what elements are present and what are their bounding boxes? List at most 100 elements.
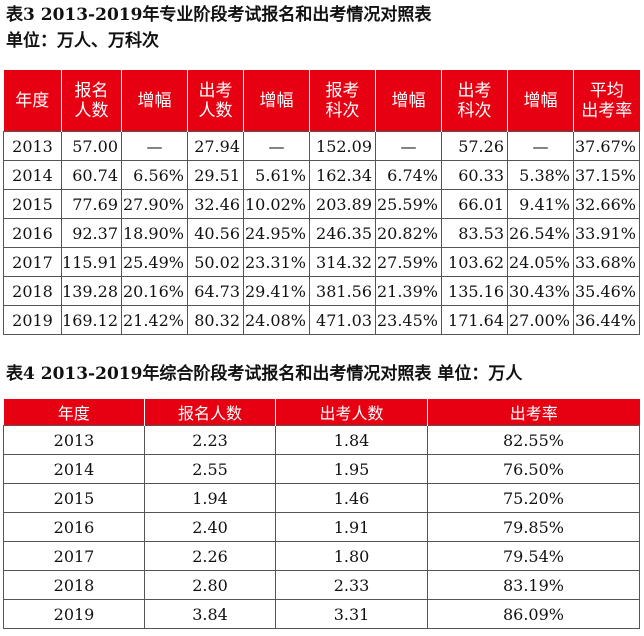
- table3-caption: 表3 2013-2019年专业阶段考试报名和出考情况对照表: [6, 5, 432, 25]
- table-cell: 27.00%: [507, 305, 574, 335]
- table3-header-text: 人数: [74, 100, 109, 121]
- table-cell: 40.56: [187, 218, 244, 248]
- table-row: 2014 60.74 6.56% 29.51 5.61% 162.34 6.74% 60.33…: [3, 160, 640, 190]
- table-cell: 1.95: [275, 454, 428, 484]
- table-cell: 1.91: [275, 512, 428, 542]
- table3-header-text: 人数: [198, 100, 233, 121]
- table-cell: 32.66%: [573, 189, 640, 219]
- table-cell: 3.84: [144, 599, 276, 629]
- table-cell: 2.26: [144, 541, 276, 571]
- table-cell: 20.16%: [121, 276, 188, 306]
- table3-header-text: 科次: [457, 100, 492, 121]
- table-cell: 3.31: [275, 599, 428, 629]
- table-cell: 82.55%: [427, 425, 640, 455]
- table-cell: 1.94: [144, 483, 276, 513]
- table3-header-cell: 报名 人数: [61, 70, 122, 132]
- table-cell: 1.46: [275, 483, 428, 513]
- table-cell: 2015: [3, 483, 145, 513]
- table-cell: 203.89: [309, 189, 376, 219]
- table-cell: 60.74: [61, 160, 122, 190]
- table-cell: 37.67%: [573, 131, 640, 161]
- table-cell: 57.00: [61, 131, 122, 161]
- table4-header-cell: 年度: [3, 399, 145, 426]
- table-cell: 1.80: [275, 541, 428, 571]
- table-row: 2018 139.28 20.16% 64.73 29.41% 381.56 21.39% 1…: [3, 276, 640, 306]
- table-cell: 152.09: [309, 131, 376, 161]
- table-cell: 246.35: [309, 218, 376, 248]
- table4-caption: 表4 2013-2019年综合阶段考试报名和出考情况对照表 单位：万人: [6, 364, 523, 384]
- table3-header-text: 年度: [15, 90, 50, 111]
- table3-header-text: 报考: [325, 80, 360, 101]
- table-cell: 2013: [3, 425, 145, 455]
- table-row: 2016 2.40 1.91 79.85%: [3, 512, 640, 542]
- table-cell: 83.19%: [427, 570, 640, 600]
- table-cell: 23.31%: [243, 247, 310, 277]
- table4-body: 2013 2.23 1.84 82.55% 2014 2.55 1.95 76.50% 2015…: [3, 425, 640, 629]
- table-cell: 26.54%: [507, 218, 574, 248]
- table3-header-text: 出考: [198, 80, 233, 101]
- table-cell: 471.03: [309, 305, 376, 335]
- table-cell: 135.16: [441, 276, 508, 306]
- table3-header-cell: 增幅: [507, 70, 574, 132]
- table-cell: 86.09%: [427, 599, 640, 629]
- table-cell: 37.15%: [573, 160, 640, 190]
- table-cell: 29.51: [187, 160, 244, 190]
- table4-header-cell: 出考率: [427, 399, 640, 426]
- table3-header-cell: 增幅: [243, 70, 310, 132]
- table-cell: 171.64: [441, 305, 508, 335]
- table-cell: 10.02%: [243, 189, 310, 219]
- table-cell: 2014: [3, 160, 62, 190]
- table-row: 2017 115.91 25.49% 50.02 23.31% 314.32 27.59% 1…: [3, 247, 640, 277]
- table-cell: —: [121, 131, 188, 161]
- table-cell: 2019: [3, 305, 62, 335]
- table-cell: 5.38%: [507, 160, 574, 190]
- table-cell: 381.56: [309, 276, 376, 306]
- table3-header-cell: 报考 科次: [309, 70, 376, 132]
- table-row: 2018 2.80 2.33 83.19%: [3, 570, 640, 600]
- table-cell: 169.12: [61, 305, 122, 335]
- table3-header-text: 增幅: [137, 90, 172, 111]
- table-cell: 2014: [3, 454, 145, 484]
- table3-header-text: 出考率: [581, 100, 633, 121]
- table-cell: 50.02: [187, 247, 244, 277]
- table-cell: 2.80: [144, 570, 276, 600]
- table-cell: 2017: [3, 247, 62, 277]
- table-cell: 76.50%: [427, 454, 640, 484]
- table-cell: 2.33: [275, 570, 428, 600]
- table4-header-cell: 出考人数: [275, 399, 428, 426]
- table-cell: 21.42%: [121, 305, 188, 335]
- table3-header-text: 增幅: [523, 90, 558, 111]
- table4-header-cell: 报名人数: [144, 399, 276, 426]
- table-row: 2013 57.00—27.94—152.09—57.26—37.67%: [3, 131, 640, 161]
- table-cell: 92.37: [61, 218, 122, 248]
- table-cell: 60.33: [441, 160, 508, 190]
- table-cell: 2016: [3, 512, 145, 542]
- table-cell: 66.01: [441, 189, 508, 219]
- table-cell: 57.26: [441, 131, 508, 161]
- table-cell: 24.05%: [507, 247, 574, 277]
- table3-header-cell: 增幅: [375, 70, 442, 132]
- table-cell: 2018: [3, 570, 145, 600]
- table3-header-text: 科次: [325, 100, 360, 121]
- table-cell: 25.49%: [121, 247, 188, 277]
- table-cell: 35.46%: [573, 276, 640, 306]
- table-cell: 29.41%: [243, 276, 310, 306]
- table3-header-cell: 年度: [3, 70, 62, 132]
- table3-header-text: 增幅: [391, 90, 426, 111]
- table-cell: 30.43%: [507, 276, 574, 306]
- table-cell: 77.69: [61, 189, 122, 219]
- table-cell: 2.40: [144, 512, 276, 542]
- table-cell: 20.82%: [375, 218, 442, 248]
- table3: 年度 报名 人数 增幅 出考 人数 增幅 报考 科次 增幅 出考 科次 增幅 平均 出考率 2013 57.0…: [3, 70, 640, 335]
- table-cell: 27.59%: [375, 247, 442, 277]
- table-cell: 2016: [3, 218, 62, 248]
- table-cell: 2018: [3, 276, 62, 306]
- table-row: 2017 2.26 1.80 79.54%: [3, 541, 640, 571]
- table3-header-cell: 增幅: [121, 70, 188, 132]
- table-cell: 2.23: [144, 425, 276, 455]
- table-cell: 314.32: [309, 247, 376, 277]
- table-cell: 2015: [3, 189, 62, 219]
- table4-header-row: 年度 报名人数 出考人数 出考率: [3, 399, 640, 426]
- table-cell: 33.68%: [573, 247, 640, 277]
